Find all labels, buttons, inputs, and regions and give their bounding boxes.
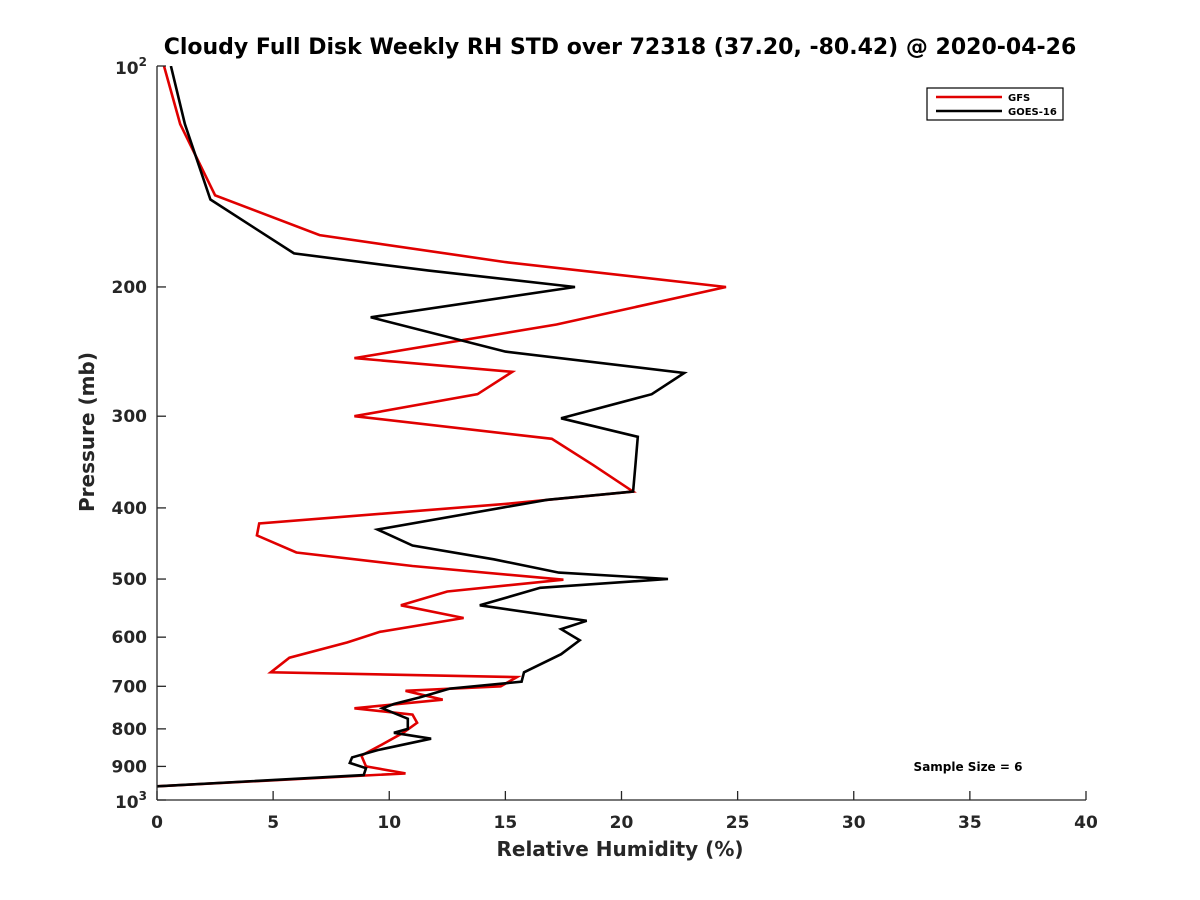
legend-label-gfs: GFS <box>1008 93 1030 104</box>
y-tick-label: 700 <box>112 677 148 697</box>
series-line-goes16 <box>157 66 688 788</box>
y-tick-label-power: 103 <box>115 789 147 813</box>
x-tick-label: 35 <box>958 813 982 833</box>
y-tick-label: 500 <box>112 570 148 590</box>
y-tick-label: 600 <box>112 628 148 648</box>
chart-title: Cloudy Full Disk Weekly RH STD over 7231… <box>164 35 1077 60</box>
x-tick-label: 10 <box>377 813 401 833</box>
x-tick-label: 5 <box>267 813 279 833</box>
y-axis-label: Pressure (mb) <box>75 352 99 512</box>
x-tick-label: 30 <box>842 813 866 833</box>
y-tick-label: 400 <box>112 499 148 519</box>
y-tick-label: 800 <box>112 720 148 740</box>
x-tick-label: 40 <box>1074 813 1098 833</box>
legend-box <box>926 87 1064 121</box>
y-tick-label: 300 <box>112 407 148 427</box>
x-tick-label: 15 <box>494 813 518 833</box>
y-tick-label-power: 102 <box>115 55 147 79</box>
sample-size-annotation: Sample Size = 6 <box>914 760 1023 774</box>
y-tick-label: 900 <box>112 757 148 777</box>
x-tick-label: 25 <box>726 813 750 833</box>
series-line-gfs <box>157 66 727 788</box>
legend: GFS GOES-16 <box>926 87 1064 121</box>
plot-area: 0 5 10 15 20 25 30 35 40 200 300 400 500 600 700 800 900… <box>112 55 1098 833</box>
x-tick-label: 0 <box>151 813 163 833</box>
x-axis-label: Relative Humidity (%) <box>496 837 743 861</box>
legend-label-goes16: GOES-16 <box>1008 107 1057 118</box>
x-tick-label: 20 <box>610 813 634 833</box>
y-tick-label: 200 <box>112 278 148 298</box>
